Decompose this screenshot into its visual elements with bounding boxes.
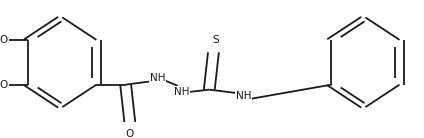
Text: S: S: [212, 35, 219, 45]
Text: O: O: [126, 129, 134, 138]
Text: NH: NH: [236, 91, 251, 101]
Text: O: O: [0, 35, 8, 45]
Text: O: O: [0, 80, 8, 90]
Text: NH: NH: [150, 73, 166, 83]
Text: NH: NH: [174, 87, 190, 97]
